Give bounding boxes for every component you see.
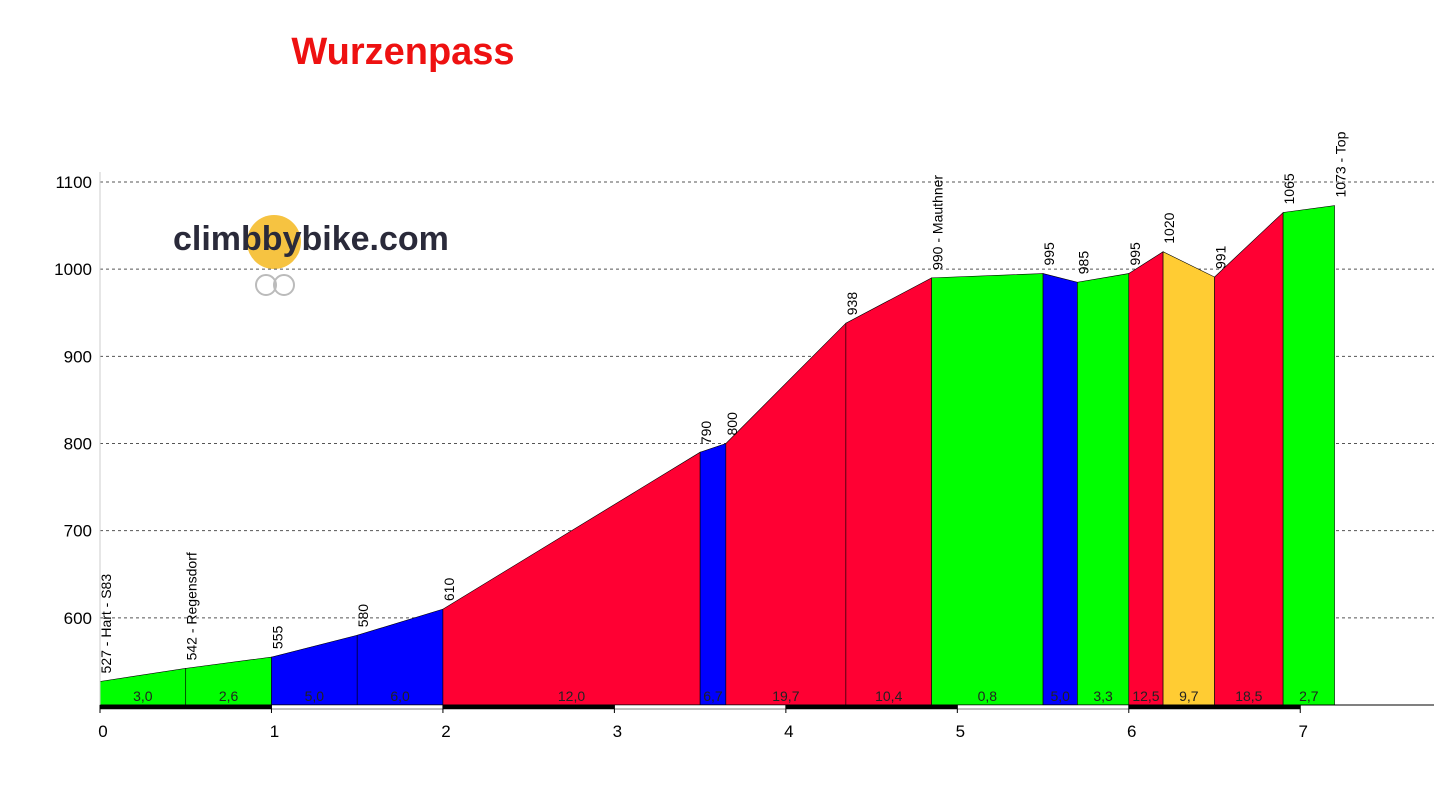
- segment: [1162, 251, 1215, 706]
- point-label: 1065: [1281, 173, 1297, 204]
- chart-title: Wurzenpass: [291, 31, 514, 73]
- point-label: 580: [355, 604, 371, 628]
- y-tick-label: 1000: [54, 260, 92, 279]
- km-band: [442, 704, 615, 710]
- segment: [442, 451, 701, 706]
- point-label: 995: [1041, 242, 1057, 266]
- segment-label: 2,7: [1299, 688, 1319, 704]
- x-tick-label: 6: [1127, 722, 1136, 741]
- km-band: [614, 704, 787, 710]
- segment-label: 9,7: [1179, 688, 1199, 704]
- segment-label: 10,4: [875, 688, 902, 704]
- point-label: 991: [1213, 245, 1229, 269]
- segment-label: 0,8: [978, 688, 998, 704]
- y-tick-label: 800: [64, 435, 92, 454]
- y-tick-label: 700: [64, 522, 92, 541]
- km-band: [99, 704, 272, 710]
- segment-label: 6,0: [390, 688, 410, 704]
- x-tick-label: 7: [1299, 722, 1308, 741]
- x-tick-label: 3: [613, 722, 622, 741]
- x-tick-label: 5: [956, 722, 965, 741]
- point-label: 800: [724, 412, 740, 436]
- segment: [1077, 273, 1130, 706]
- point-label: 542 - Regensdorf: [184, 552, 200, 660]
- segment-label: 3,3: [1093, 688, 1113, 704]
- segment-label: 2,6: [219, 688, 239, 704]
- segment: [725, 322, 847, 706]
- point-label: 610: [441, 578, 457, 602]
- point-label: 527 - Hart - S83: [98, 574, 114, 674]
- y-tick-label: 900: [64, 347, 92, 366]
- y-tick-label: 600: [64, 609, 92, 628]
- segment: [845, 277, 932, 706]
- point-label: 990 - Mauthner: [930, 175, 946, 270]
- segment-label: 12,0: [558, 688, 585, 704]
- x-tick-label: 4: [784, 722, 793, 741]
- point-label: 995: [1127, 242, 1143, 266]
- segment-label: 19,7: [772, 688, 799, 704]
- x-tick-label: 0: [98, 722, 107, 741]
- watermark: climbbybike.com: [173, 220, 449, 258]
- segment-label: 5,0: [1050, 688, 1070, 704]
- point-label: 1073 - Top: [1333, 131, 1349, 197]
- x-tick-label: 2: [441, 722, 450, 741]
- point-label: 985: [1075, 251, 1091, 275]
- y-tick-label: 1100: [55, 173, 92, 192]
- point-label: 790: [698, 421, 714, 445]
- segment-label: 6,7: [703, 688, 723, 704]
- x-tick-label: 1: [270, 722, 279, 741]
- segment: [1042, 273, 1078, 706]
- segment: [931, 273, 1044, 706]
- km-band: [957, 704, 1130, 710]
- watermark-logo: [247, 215, 301, 296]
- segment: [1128, 251, 1164, 706]
- km-band: [785, 704, 958, 710]
- segment: [699, 443, 727, 706]
- km-band: [1128, 704, 1301, 710]
- km-band: [271, 704, 444, 710]
- segment-label: 12,5: [1132, 688, 1159, 704]
- segment-label: 18,5: [1235, 688, 1262, 704]
- point-label: 555: [269, 625, 285, 649]
- point-label: 1020: [1161, 212, 1177, 243]
- segment: [1282, 205, 1335, 706]
- segment-label: 3,0: [133, 688, 153, 704]
- point-label: 938: [844, 292, 860, 316]
- segment-label: 5,0: [305, 688, 325, 704]
- segment: [1214, 211, 1284, 706]
